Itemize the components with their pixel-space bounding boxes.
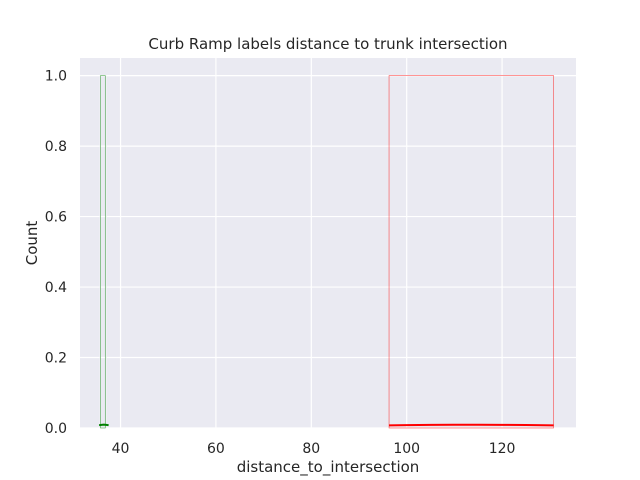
x-tick-labels: 40 60 80 100 120 [112, 441, 516, 457]
plot-area [80, 58, 576, 428]
y-tick-label: 0.6 [45, 210, 67, 226]
x-tick-label: 120 [489, 441, 516, 457]
red-kde-curve [389, 423, 554, 427]
y-tick-label: 1.0 [45, 69, 67, 85]
x-gridlines [119, 58, 503, 428]
chart-title: Curb Ramp labels distance to trunk inter… [148, 35, 507, 53]
faint-vertical-lines [99, 75, 107, 428]
kde-curves [98, 423, 554, 427]
y-tick-labels: 0.0 0.2 0.4 0.6 0.8 1.0 [45, 69, 67, 437]
y-tick-label: 0.8 [45, 139, 67, 155]
y-tick-label: 0.0 [45, 421, 67, 437]
x-tick-label: 60 [207, 441, 225, 457]
x-tick-label: 40 [112, 441, 130, 457]
y-tick-label: 0.2 [45, 351, 67, 367]
x-tick-label: 80 [302, 441, 320, 457]
y-axis-title: Count [23, 221, 41, 266]
green-histogram-bar [100, 75, 106, 429]
y-tick-label: 0.4 [45, 280, 67, 296]
x-axis-title: distance_to_intersection [237, 458, 420, 477]
x-tick-label: 100 [393, 441, 420, 457]
green-kde-curve [98, 423, 109, 427]
red-histogram-bar [388, 75, 554, 429]
histogram-bars [100, 75, 554, 429]
